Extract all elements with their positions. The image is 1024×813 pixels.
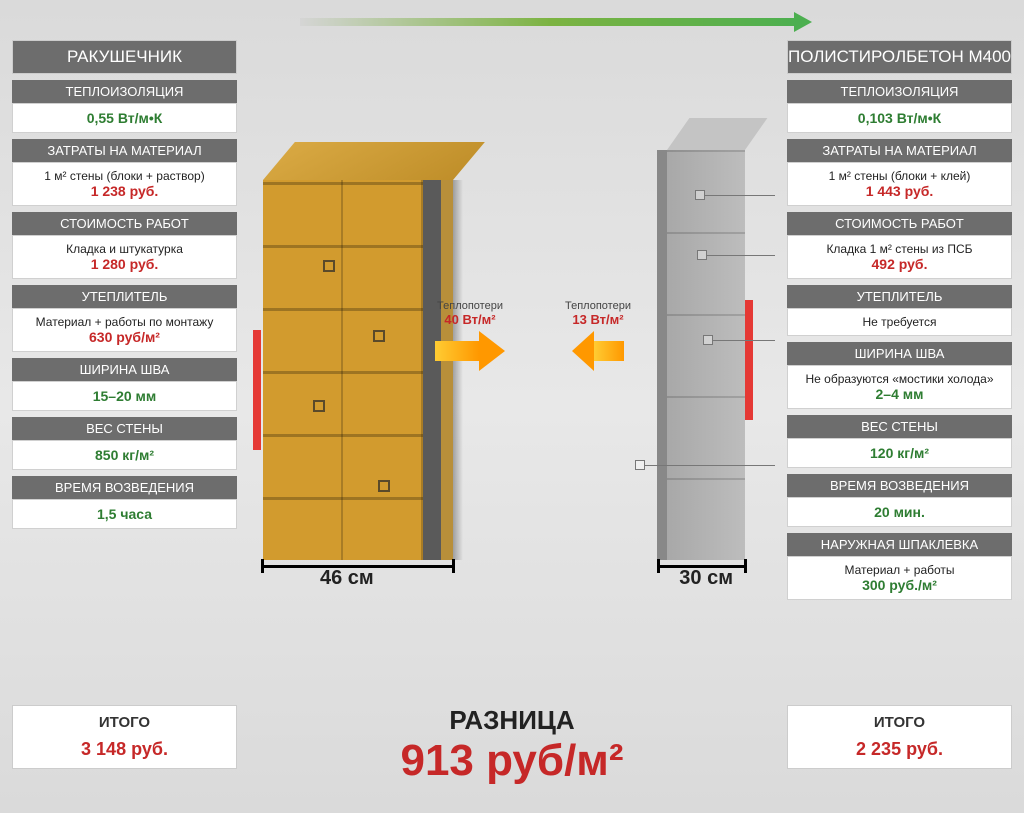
difference-label: РАЗНИЦА: [260, 705, 764, 736]
left-section-header-2: СТОИМОСТЬ РАБОТ: [12, 212, 237, 235]
right-section-header-0: ТЕПЛОИЗОЛЯЦИЯ: [787, 80, 1012, 103]
left-section-header-1: ЗАТРАТЫ НА МАТЕРИАЛ: [12, 139, 237, 162]
right-section-value-2: 492 руб.: [792, 256, 1007, 272]
left-section-body-6: 1,5 часа: [12, 499, 237, 529]
right-section-body-7: Материал + работы300 руб./м²: [787, 556, 1012, 600]
left-section-value-4: 15–20 мм: [17, 388, 232, 404]
right-section-value-7: 300 руб./м²: [792, 577, 1007, 593]
right-section-body-6: 20 мин.: [787, 497, 1012, 527]
left-total-value: 3 148 руб.: [21, 739, 228, 760]
heat-loss-left-value: 40 Вт/м²: [435, 312, 505, 327]
left-section-value-5: 850 кг/м²: [17, 447, 232, 463]
left-section-body-5: 850 кг/м²: [12, 440, 237, 470]
left-section-header-4: ШИРИНА ШВА: [12, 358, 237, 381]
left-section-header-5: ВЕС СТЕНЫ: [12, 417, 237, 440]
left-total-box: ИТОГО 3 148 руб.: [12, 705, 237, 769]
left-section-body-0: 0,55 Вт/м•К: [12, 103, 237, 133]
right-section-body-5: 120 кг/м²: [787, 438, 1012, 468]
right-section-desc-2: Кладка 1 м² стены из ПСБ: [792, 242, 1007, 256]
right-section-body-0: 0,103 Вт/м•К: [787, 103, 1012, 133]
right-section-value-0: 0,103 Вт/м•К: [792, 110, 1007, 126]
heat-loss-right: Теплопотери 13 Вт/м²: [565, 300, 631, 371]
right-total-box: ИТОГО 2 235 руб.: [787, 705, 1012, 769]
difference-value: 913 руб/м²: [260, 736, 764, 786]
right-section-desc-3: Не требуется: [792, 315, 1007, 329]
center-illustration: 46 см 30 см Теплопотери 40 Вт/м² Теплопо…: [245, 90, 775, 620]
right-section-value-5: 120 кг/м²: [792, 445, 1007, 461]
left-section-desc-3: Материал + работы по монтажу: [17, 315, 232, 329]
right-section-header-5: ВЕС СТЕНЫ: [787, 415, 1012, 438]
left-section-desc-1: 1 м² стены (блоки + раствор): [17, 169, 232, 183]
right-section-header-3: УТЕПЛИТЕЛЬ: [787, 285, 1012, 308]
heat-loss-right-value: 13 Вт/м²: [565, 312, 631, 327]
left-section-desc-2: Кладка и штукатурка: [17, 242, 232, 256]
right-section-header-6: ВРЕМЯ ВОЗВЕДЕНИЯ: [787, 474, 1012, 497]
right-section-body-2: Кладка 1 м² стены из ПСБ492 руб.: [787, 235, 1012, 279]
heat-loss-left: Теплопотери 40 Вт/м²: [435, 300, 505, 371]
left-section-value-6: 1,5 часа: [17, 506, 232, 522]
right-section-header-7: НАРУЖНАЯ ШПАКЛЕВКА: [787, 533, 1012, 556]
concrete-width-label: 30 см: [679, 567, 733, 590]
right-section-header-1: ЗАТРАТЫ НА МАТЕРИАЛ: [787, 139, 1012, 162]
left-column: РАКУШЕЧНИК ТЕПЛОИЗОЛЯЦИЯ 0,55 Вт/м•К ЗАТРА…: [12, 40, 237, 529]
left-section-value-3: 630 руб/м²: [17, 329, 232, 345]
right-section-value-6: 20 мин.: [792, 504, 1007, 520]
left-section-body-4: 15–20 мм: [12, 381, 237, 411]
right-column: ПОЛИСТИРОЛБЕТОН М400 ТЕПЛОИЗОЛЯЦИЯ 0,103 …: [787, 40, 1012, 600]
right-section-body-1: 1 м² стены (блоки + клей)1 443 руб.: [787, 162, 1012, 206]
left-section-value-0: 0,55 Вт/м•К: [17, 110, 232, 126]
brick-wall: [263, 180, 423, 560]
left-section-body-1: 1 м² стены (блоки + раствор)1 238 руб.: [12, 162, 237, 206]
left-section-header-0: ТЕПЛОИЗОЛЯЦИЯ: [12, 80, 237, 103]
left-section-body-2: Кладка и штукатурка1 280 руб.: [12, 235, 237, 279]
right-title: ПОЛИСТИРОЛБЕТОН М400: [787, 40, 1012, 74]
right-total-value: 2 235 руб.: [796, 739, 1003, 760]
direction-arrow: [300, 18, 800, 26]
left-section-header-6: ВРЕМЯ ВОЗВЕДЕНИЯ: [12, 476, 237, 499]
right-section-desc-1: 1 м² стены (блоки + клей): [792, 169, 1007, 183]
left-title: РАКУШЕЧНИК: [12, 40, 237, 74]
right-section-value-4: 2–4 мм: [792, 386, 1007, 402]
right-section-body-3: Не требуется: [787, 308, 1012, 336]
right-section-header-2: СТОИМОСТЬ РАБОТ: [787, 212, 1012, 235]
left-section-value-2: 1 280 руб.: [17, 256, 232, 272]
right-total-label: ИТОГО: [796, 714, 1003, 731]
left-section-header-3: УТЕПЛИТЕЛЬ: [12, 285, 237, 308]
left-total-label: ИТОГО: [21, 714, 228, 731]
footer: ИТОГО 3 148 руб. ИТОГО 2 235 руб. РАЗНИЦ…: [0, 705, 1024, 795]
difference-box: РАЗНИЦА 913 руб/м²: [260, 705, 764, 786]
heat-loss-right-label: Теплопотери: [565, 300, 631, 312]
left-section-body-3: Материал + работы по монтажу630 руб/м²: [12, 308, 237, 352]
brick-width-label: 46 см: [320, 567, 374, 590]
right-section-desc-4: Не образуются «мостики холода»: [792, 372, 1007, 386]
right-section-header-4: ШИРИНА ШВА: [787, 342, 1012, 365]
right-section-desc-7: Материал + работы: [792, 563, 1007, 577]
heat-loss-left-label: Теплопотери: [435, 300, 505, 312]
right-section-body-4: Не образуются «мостики холода»2–4 мм: [787, 365, 1012, 409]
right-section-value-1: 1 443 руб.: [792, 183, 1007, 199]
left-section-value-1: 1 238 руб.: [17, 183, 232, 199]
concrete-wall: [667, 150, 745, 560]
